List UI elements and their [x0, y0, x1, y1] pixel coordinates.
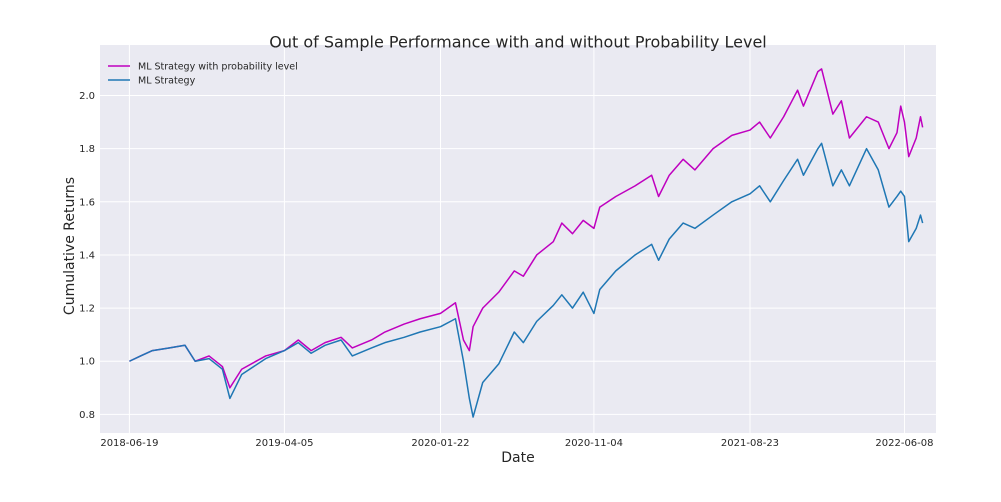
y-tick-label: 1.6 — [79, 197, 95, 208]
tick-labels: 2018-06-19 2019-04-05 2020-01-22 2020-11-04… — [79, 91, 933, 449]
legend-label: ML Strategy with probability level — [138, 62, 298, 73]
y-tick-label: 2.0 — [79, 91, 95, 102]
series-line-1 — [129, 142, 924, 418]
x-tick-label: 2019-04-05 — [255, 438, 313, 449]
x-tick-label: 2020-01-22 — [411, 438, 469, 449]
plot-area — [100, 45, 936, 433]
legend-label: ML Strategy — [138, 76, 196, 87]
y-tick-label: 1.2 — [79, 304, 95, 315]
y-tick-label: 1.8 — [79, 144, 95, 155]
x-axis-title: Date — [501, 450, 534, 466]
x-tick-label: 2021-08-23 — [721, 438, 779, 449]
grid-lines — [100, 45, 936, 433]
series-lines — [129, 68, 924, 418]
y-tick-label: 1.0 — [79, 357, 95, 368]
y-axis-title: Cumulative Returns — [62, 177, 78, 315]
x-tick-label: 2020-11-04 — [565, 438, 623, 449]
x-tick-label: 2022-06-08 — [875, 438, 933, 449]
y-tick-label: 0.8 — [79, 410, 95, 421]
x-tick-label: 2018-06-19 — [100, 438, 158, 449]
y-tick-label: 1.4 — [79, 250, 95, 261]
legend: ML Strategy with probability level ML Str… — [108, 62, 298, 87]
chart-title: Out of Sample Performance with and witho… — [269, 33, 767, 52]
